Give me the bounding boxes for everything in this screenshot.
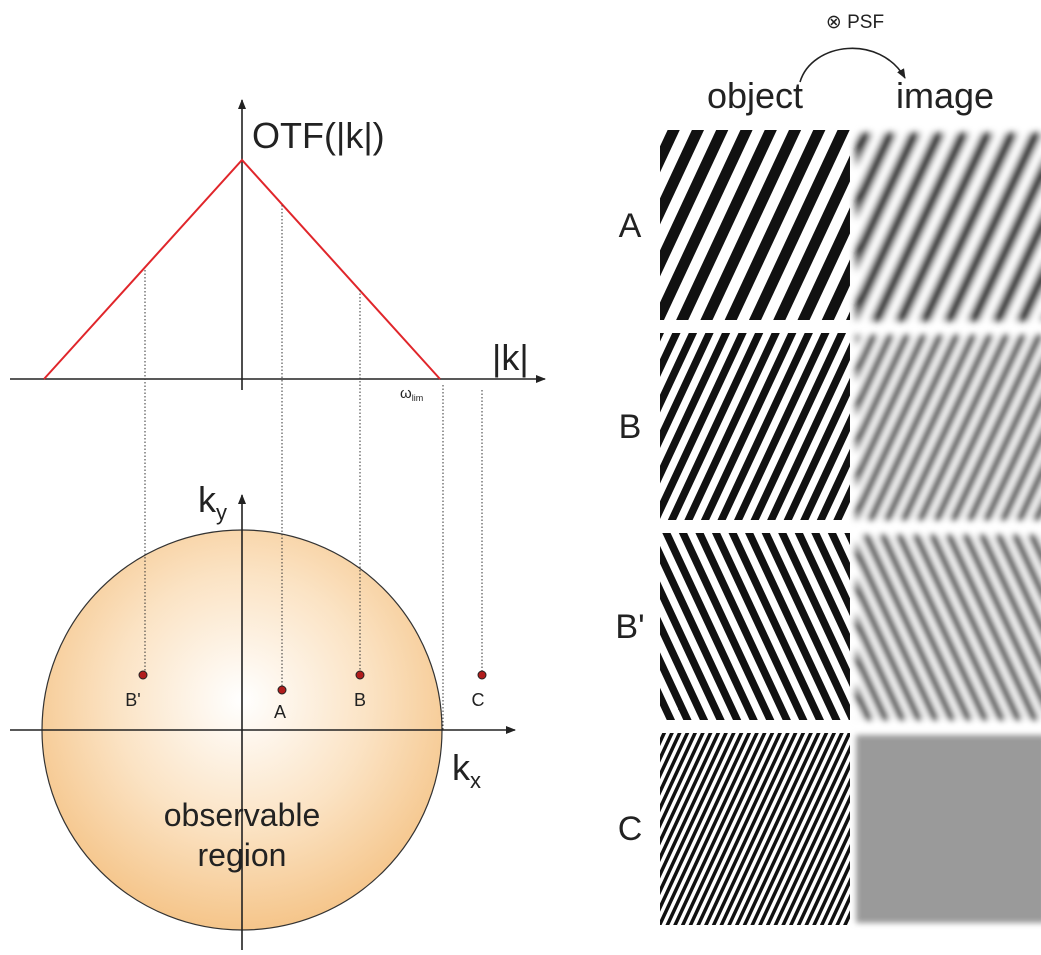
point-label: A (274, 702, 286, 722)
point (356, 671, 364, 679)
row-label: C (618, 810, 643, 848)
point-label: B (354, 690, 366, 710)
object-pattern (660, 533, 850, 720)
image-pattern (856, 735, 1041, 923)
ky-label: ky (198, 479, 227, 525)
point-label: B' (125, 690, 140, 710)
object-pattern (660, 130, 850, 320)
k-label: |k| (492, 337, 529, 378)
psf-arrow (800, 48, 905, 82)
kx-sub: x (470, 768, 481, 793)
kx-label: kx (452, 747, 481, 793)
point-label: C (472, 690, 485, 710)
object-pattern (660, 733, 850, 925)
ky: k (198, 479, 217, 520)
image-pattern (856, 535, 1041, 720)
diagram: OTF(|k|) |k| ωlim ky kx observable regio… (0, 0, 1041, 955)
object-pattern (660, 333, 850, 520)
point (478, 671, 486, 679)
omega: ω (400, 385, 412, 402)
omega-sub: lim (412, 393, 424, 403)
row-label: B' (615, 608, 644, 646)
column-header: object (707, 75, 803, 116)
otf-label: OTF(|k|) (252, 115, 385, 156)
row-label: A (619, 207, 642, 245)
region-line: observable (164, 797, 321, 833)
image-pattern (856, 133, 1041, 321)
image-pattern (856, 335, 1041, 520)
omega-label: ωlim (400, 385, 423, 403)
ky-sub: y (216, 500, 227, 525)
column-header: image (896, 75, 994, 116)
row-label: B (619, 408, 642, 446)
region-line: region (198, 837, 287, 873)
point (139, 671, 147, 679)
psf-label: ⊗ PSF (826, 12, 884, 33)
kx: k (452, 747, 471, 788)
point (278, 686, 286, 694)
